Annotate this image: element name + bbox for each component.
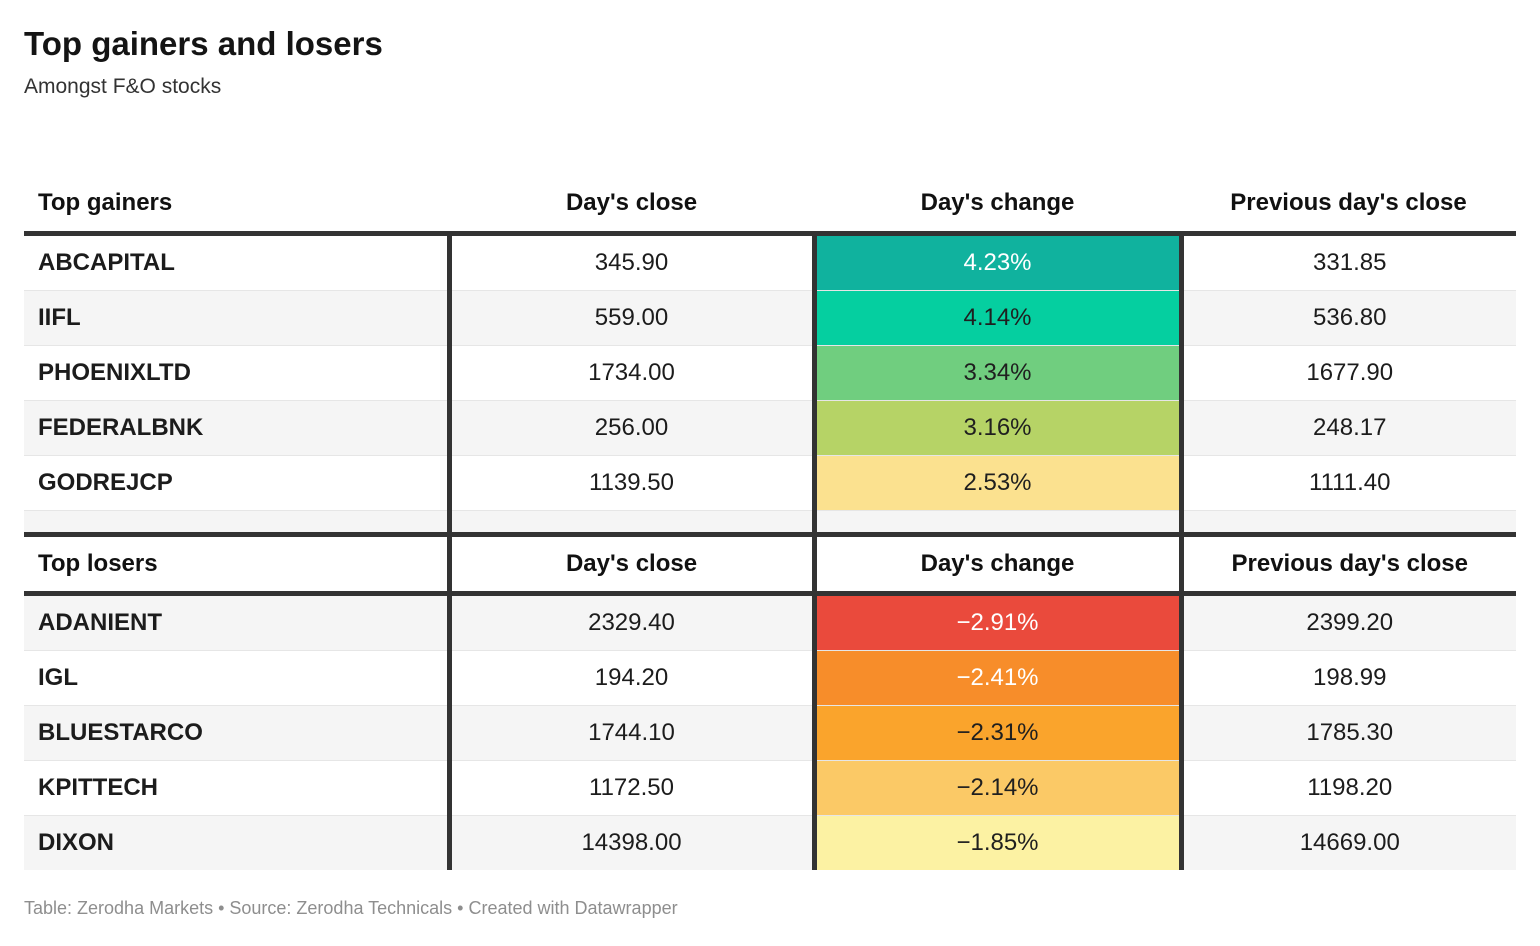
days-close-value: 1139.50 <box>446 455 814 511</box>
days-change-value: 4.14% <box>811 290 1181 346</box>
stock-symbol: ADANIENT <box>24 593 449 651</box>
table-row: IGL 194.20 −2.41% 198.99 <box>24 650 1516 706</box>
gainers-losers-table: Top gainers Day's close Day's change Pre… <box>24 175 1516 870</box>
days-close-value: 1172.50 <box>446 760 814 816</box>
gainers-header-section: Top gainers Day's close Day's change Pre… <box>24 175 1516 236</box>
table-row: IIFL 559.00 4.14% 536.80 <box>24 290 1516 346</box>
table-row: DIXON 14398.00 −1.85% 14669.00 <box>24 815 1516 870</box>
stock-symbol: IGL <box>24 650 449 706</box>
days-change-value: 2.53% <box>811 455 1181 511</box>
days-close-value: 256.00 <box>446 400 814 456</box>
spacer-row <box>24 510 1516 537</box>
days-close-value: 2329.40 <box>446 593 814 651</box>
column-header-top-losers: Top losers <box>24 534 449 596</box>
days-change-value: −1.85% <box>811 815 1181 870</box>
days-close-value: 14398.00 <box>446 815 814 870</box>
previous-close-value: 1111.40 <box>1178 455 1516 511</box>
chart-title: Top gainers and losers <box>24 25 383 62</box>
spacer-cell <box>446 510 814 537</box>
chart-subtitle: Amongst F&O stocks <box>24 75 222 98</box>
days-change-value: −2.31% <box>811 705 1181 761</box>
column-header-days-close: Day's close <box>446 534 814 596</box>
days-close-value: 1734.00 <box>446 345 814 401</box>
column-header-previous-days-close: Previous day's close <box>1181 175 1516 236</box>
days-close-value: 194.20 <box>446 650 814 706</box>
column-header-previous-days-close: Previous day's close <box>1178 534 1516 596</box>
previous-close-value: 14669.00 <box>1178 815 1516 870</box>
previous-close-value: 2399.20 <box>1178 593 1516 651</box>
days-change-value: −2.14% <box>811 760 1181 816</box>
losers-rows-section: ADANIENT 2329.40 −2.91% 2399.20 IGL 194.… <box>24 593 1516 870</box>
days-change-value: −2.41% <box>811 650 1181 706</box>
stock-symbol: GODREJCP <box>24 455 449 511</box>
table-row: ADANIENT 2329.40 −2.91% 2399.20 <box>24 593 1516 651</box>
previous-close-value: 1785.30 <box>1178 705 1516 761</box>
section-divider: Top losers Day's close Day's change Prev… <box>24 510 1516 596</box>
spacer-cell <box>1178 510 1516 537</box>
attribution-footer: Table: Zerodha Markets • Source: Zerodha… <box>24 898 678 918</box>
previous-close-value: 331.85 <box>1178 233 1516 291</box>
stock-symbol: BLUESTARCO <box>24 705 449 761</box>
previous-close-value: 1677.90 <box>1178 345 1516 401</box>
stock-symbol: KPITTECH <box>24 760 449 816</box>
stock-symbol: DIXON <box>24 815 449 870</box>
chart-container: Top gainers and losers Amongst F&O stock… <box>24 25 1516 918</box>
table-row: PHOENIXLTD 1734.00 3.34% 1677.90 <box>24 345 1516 401</box>
gainers-header-row: Top gainers Day's close Day's change Pre… <box>24 175 1516 236</box>
days-change-value: 3.16% <box>811 400 1181 456</box>
days-close-value: 345.90 <box>446 233 814 291</box>
days-close-value: 559.00 <box>446 290 814 346</box>
gainers-rows-section: ABCAPITAL 345.90 4.23% 331.85 IIFL 559.0… <box>24 233 1516 511</box>
stock-symbol: ABCAPITAL <box>24 233 449 291</box>
days-change-value: −2.91% <box>811 593 1181 651</box>
days-close-value: 1744.10 <box>446 705 814 761</box>
table-row: BLUESTARCO 1744.10 −2.31% 1785.30 <box>24 705 1516 761</box>
days-change-value: 4.23% <box>811 233 1181 291</box>
spacer-cell <box>24 510 449 537</box>
column-header-days-change: Day's change <box>814 175 1181 236</box>
previous-close-value: 536.80 <box>1178 290 1516 346</box>
stock-symbol: FEDERALBNK <box>24 400 449 456</box>
previous-close-value: 198.99 <box>1178 650 1516 706</box>
spacer-cell <box>811 510 1181 537</box>
table-row: GODREJCP 1139.50 2.53% 1111.40 <box>24 455 1516 511</box>
column-header-days-close: Day's close <box>449 175 814 236</box>
table-row: KPITTECH 1172.50 −2.14% 1198.20 <box>24 760 1516 816</box>
table-row: FEDERALBNK 256.00 3.16% 248.17 <box>24 400 1516 456</box>
stock-symbol: IIFL <box>24 290 449 346</box>
days-change-value: 3.34% <box>811 345 1181 401</box>
previous-close-value: 1198.20 <box>1178 760 1516 816</box>
losers-header-row: Top losers Day's close Day's change Prev… <box>24 534 1516 596</box>
column-header-top-gainers: Top gainers <box>24 175 449 236</box>
column-header-days-change: Day's change <box>811 534 1181 596</box>
stock-symbol: PHOENIXLTD <box>24 345 449 401</box>
previous-close-value: 248.17 <box>1178 400 1516 456</box>
table-row: ABCAPITAL 345.90 4.23% 331.85 <box>24 233 1516 291</box>
